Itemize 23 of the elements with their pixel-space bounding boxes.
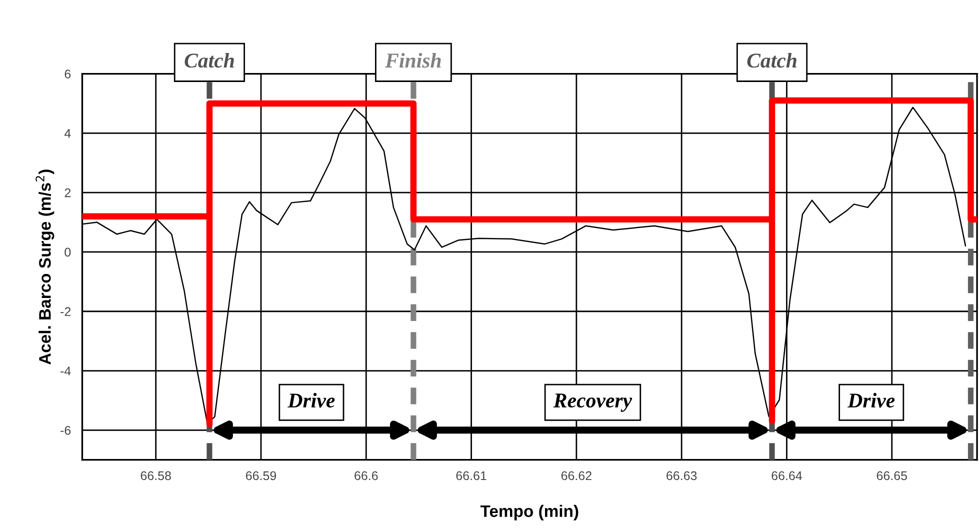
x-tick-label: 66.65	[876, 471, 907, 480]
annotation: Drive	[288, 392, 335, 408]
y-tick-label: -2	[60, 307, 70, 316]
x-tick-label: 66.58	[140, 471, 171, 480]
ref-line-label: Finish	[385, 52, 441, 68]
ref-line-label: Catch	[747, 52, 796, 68]
x-tick-label: 66.64	[772, 471, 802, 480]
y-tick-label: -4	[60, 366, 71, 376]
ref-line-label: Catch	[184, 52, 234, 68]
y-tick-label: 0	[64, 248, 71, 257]
y-tick-label: 2	[64, 188, 70, 198]
y-axis-title: Acel. Barco Surge (m/s$^{2}$)	[36, 170, 54, 364]
annotation: Drive	[847, 392, 895, 408]
annotation: Recovery	[553, 394, 632, 412]
x-tick-label: 66.63	[666, 471, 697, 480]
x-tick-label: 66.61	[456, 471, 486, 480]
x-tick-label: 66.59	[246, 471, 276, 480]
y-tick-label: -6	[60, 426, 71, 435]
x-axis-title: Tempo (min)	[480, 504, 578, 520]
x-tick-label: 66.62	[561, 471, 592, 480]
y-tick-label: 4	[64, 129, 71, 138]
x-tick-label: 66.6	[354, 471, 378, 480]
y-tick-label: 6	[64, 70, 71, 78]
